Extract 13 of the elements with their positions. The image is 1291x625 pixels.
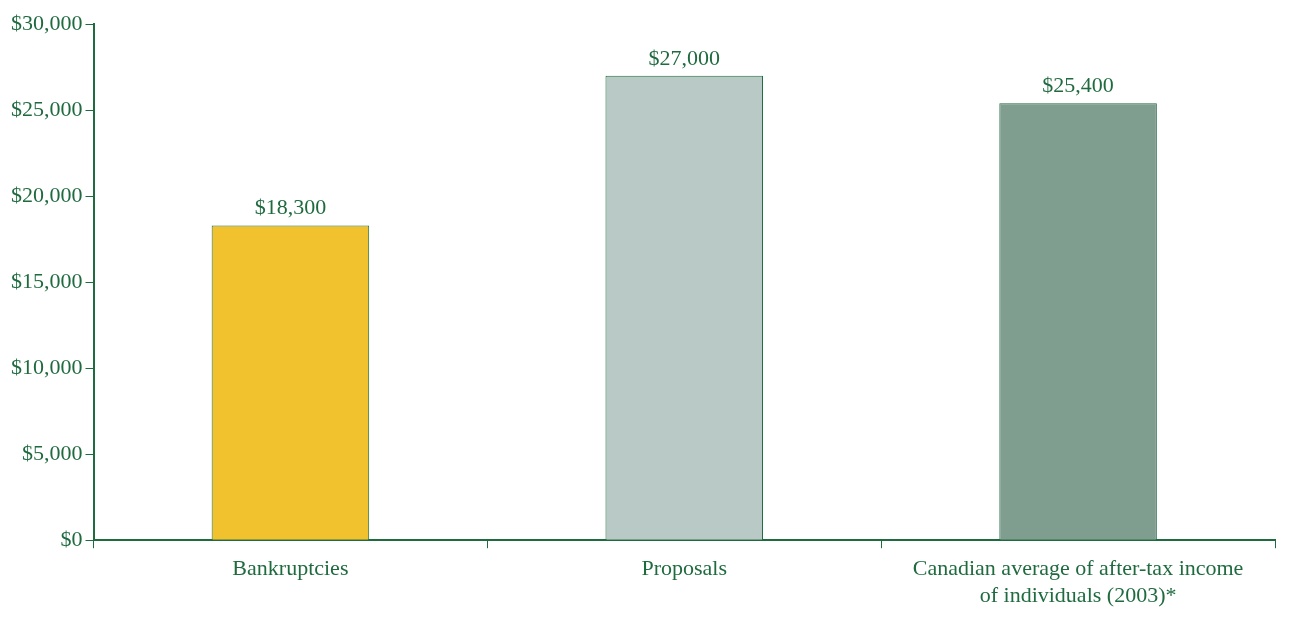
data-label: $27,000 xyxy=(648,44,720,70)
x-tick-label: Bankruptcies xyxy=(232,555,349,581)
y-tick-label: $15,000 xyxy=(11,267,83,293)
y-tick-label: $20,000 xyxy=(11,181,83,207)
data-label: $18,300 xyxy=(254,194,327,220)
y-tick-label: $0 xyxy=(60,525,83,551)
y-tick-label: $30,000 xyxy=(11,9,83,35)
y-tick-label: $25,000 xyxy=(11,95,83,121)
x-tick-label: Proposals xyxy=(641,555,728,581)
data-label: $25,400 xyxy=(1042,72,1114,98)
y-tick-label: $10,000 xyxy=(11,353,83,379)
x-tick-label: Canadian average of after-tax income of individuals (2003)* xyxy=(912,555,1244,607)
y-tick-label: $5,000 xyxy=(22,439,83,465)
